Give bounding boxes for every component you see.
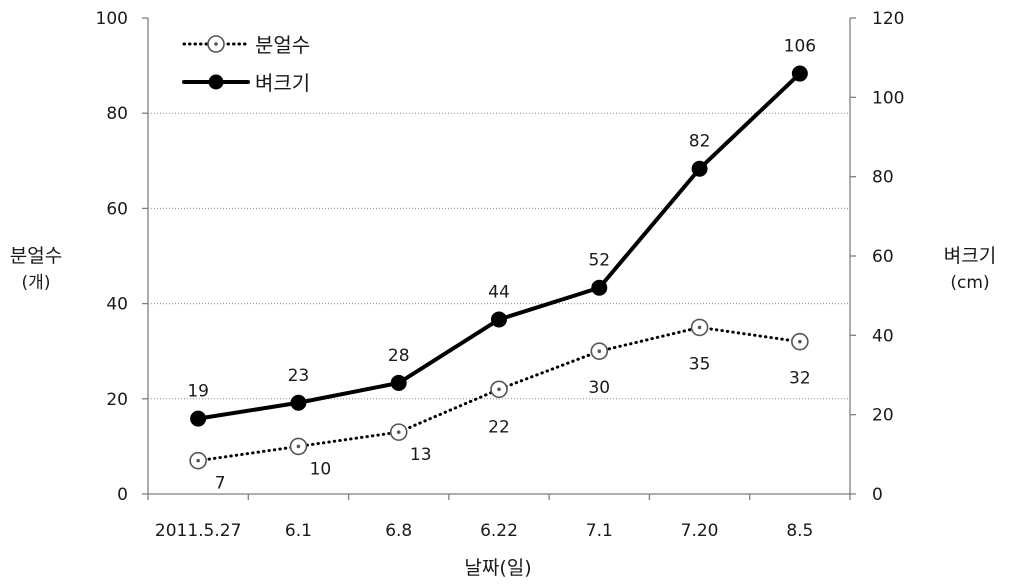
data-label: 30 xyxy=(588,378,610,398)
y-right-tick-label: 100 xyxy=(872,88,904,108)
y-axis-left-title: 분얼수 xyxy=(10,245,62,267)
legend-label: 분얼수 xyxy=(255,33,310,57)
y-left-tick-label: 60 xyxy=(106,199,128,219)
y-right-tick-label: 0 xyxy=(872,485,883,505)
x-tick-label: 6.1 xyxy=(285,521,312,541)
data-point xyxy=(290,394,307,411)
y-right-tick-label: 80 xyxy=(872,168,894,188)
x-tick-label: 6.22 xyxy=(480,521,518,541)
data-label: 22 xyxy=(488,417,510,437)
data-label: 13 xyxy=(410,445,432,465)
x-tick-label: 2011.5.27 xyxy=(155,521,242,541)
y-left-tick-label: 100 xyxy=(96,9,128,29)
y-right-tick-label: 40 xyxy=(872,326,894,346)
y-right-tick-label: 20 xyxy=(872,406,894,426)
data-point-center xyxy=(196,458,200,463)
data-label: 10 xyxy=(310,459,332,479)
data-point-center xyxy=(697,325,702,330)
data-point xyxy=(390,374,407,391)
axes: 0 20 40 60 80 100 0 20 40 60 80 100 120 2011.5.27 6.1 6… xyxy=(96,9,905,541)
data-label: 106 xyxy=(784,37,816,57)
y-axis-left-unit: (개) xyxy=(22,273,51,293)
data-point xyxy=(791,65,808,82)
data-point-center xyxy=(296,444,301,449)
data-label: 32 xyxy=(789,369,811,389)
data-label: 19 xyxy=(187,382,209,402)
data-point-center xyxy=(497,387,501,392)
y-axis-right-unit: (cm) xyxy=(950,273,989,293)
data-label: 44 xyxy=(488,282,510,302)
x-tick-label: 7.20 xyxy=(681,521,719,541)
legend-label: 벼크기 xyxy=(255,71,310,95)
data-point xyxy=(691,160,708,177)
x-tick-label: 6.8 xyxy=(385,521,412,541)
y-left-tick-label: 40 xyxy=(106,295,128,315)
data-point xyxy=(491,311,507,328)
data-point-center xyxy=(597,349,602,354)
y-left-tick-label: 0 xyxy=(117,485,128,505)
data-label: 52 xyxy=(588,251,610,271)
data-label: 28 xyxy=(388,346,410,366)
data-label: 35 xyxy=(689,354,711,374)
y-right-tick-label: 120 xyxy=(872,9,904,29)
data-point xyxy=(591,279,608,296)
x-axis-title: 날짜(일) xyxy=(464,557,531,579)
x-tick-label: 7.1 xyxy=(586,521,613,541)
gridlines xyxy=(148,112,850,400)
data-point-center xyxy=(396,430,401,434)
data-label: 7 xyxy=(215,474,226,494)
data-label: 23 xyxy=(288,366,310,386)
legend-marker xyxy=(208,74,224,90)
y-left-tick-label: 80 xyxy=(106,104,128,124)
y-axis-right-title: 벼크기 xyxy=(944,245,996,267)
x-tick-label: 8.5 xyxy=(786,521,813,541)
data-point-center xyxy=(798,339,802,344)
y-left-tick-label: 20 xyxy=(106,390,128,410)
legend-marker-center xyxy=(214,42,218,46)
y-right-tick-label: 60 xyxy=(872,247,894,267)
data-point xyxy=(190,410,207,427)
series xyxy=(189,65,809,470)
data-label: 82 xyxy=(689,132,711,152)
data-labels: 7 10 13 22 30 35 32 19 23 28 44 52 82 106 xyxy=(187,37,816,494)
